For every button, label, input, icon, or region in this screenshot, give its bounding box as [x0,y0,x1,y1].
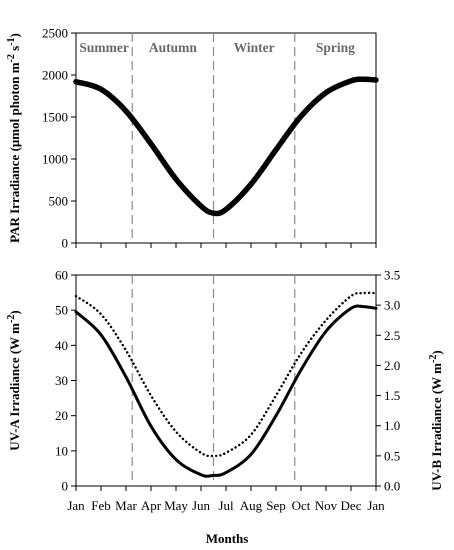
y-tick-label: 1500 [42,110,68,125]
y-axis-title-par: PAR Irradiance (μmol photon m-2 s-1) [6,33,23,243]
y-tick-label: 40 [55,338,68,353]
y-axis-title-uvb: UV-B Irradiance (W m-2) [428,350,445,490]
y-axis-title-uva: UV-A Irradiance (W m-2) [6,310,23,450]
x-tick-label: Mar [115,498,137,513]
x-tick-label: May [164,498,188,513]
y-right-tick-label: 0.5 [384,448,400,463]
season-label: Winter [234,40,275,55]
x-tick-label: Dec [341,498,362,513]
x-axis-title: Months [206,531,249,546]
y-tick-label: 2000 [42,68,68,83]
y-tick-label: 20 [55,408,68,423]
y-right-tick-label: 3.0 [384,298,400,313]
x-tick-label: Jul [218,498,234,513]
par-series-line [73,76,379,217]
x-tick-label: Oct [292,498,311,513]
y-tick-label: 1000 [42,152,68,167]
y-tick-label: 500 [49,194,69,209]
x-tick-label: Jun [192,498,211,513]
uv-a-series-line [74,304,378,478]
x-tick-label: Aug [240,498,263,513]
x-tick-label: Jan [67,498,85,513]
y-tick-label: 0 [62,479,69,494]
y-right-tick-label: 1.5 [384,388,400,403]
x-tick-label: Sep [266,498,286,513]
uv-b-series-line [74,291,378,458]
y-right-tick-label: 1.0 [384,418,400,433]
season-label: Spring [316,40,355,55]
y-right-tick-label: 0.0 [384,479,400,494]
y-tick-label: 30 [55,373,68,388]
x-tick-label: Jan [367,498,385,513]
y-tick-label: 2500 [42,26,68,41]
uv-panel: 0 10 20 30 40 50 60 0.0 0.5 1.0 1.5 2.0 2.5 3.0 3.5 Jan… [6,268,445,514]
par-panel: 0 500 1000 1500 2000 2500 Summer Autumn Winter Sp… [6,26,379,251]
y-right-tick-label: 2.5 [384,328,400,343]
y-tick-label: 10 [55,443,68,458]
season-label: Autumn [149,40,198,55]
y-tick-label: 60 [55,268,68,283]
y-tick-label: 0 [62,236,69,251]
x-tick-label: Feb [91,498,111,513]
x-tick-label: Nov [315,498,338,513]
y-right-tick-label: 2.0 [384,358,400,373]
plot-frame [75,274,377,487]
season-label: Summer [79,40,129,55]
x-tick-label: Apr [141,498,162,513]
y-tick-label: 50 [55,303,68,318]
y-right-tick-label: 3.5 [384,268,400,283]
